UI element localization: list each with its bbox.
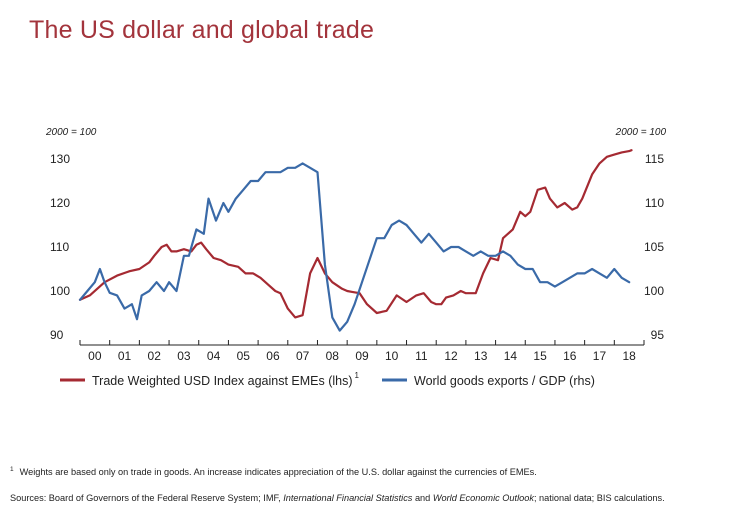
y-left-tick-label: 90 (50, 328, 64, 342)
x-tick-label: 13 (474, 349, 488, 363)
right-axis-unit: 2000 = 100 (615, 127, 667, 138)
x-tick-label: 07 (296, 349, 310, 363)
x-tick-label: 04 (207, 349, 221, 363)
x-tick-label: 16 (563, 349, 577, 363)
series-line-usd-index (78, 149, 633, 319)
y-right-tick-label: 115 (645, 152, 664, 166)
x-tick-label: 10 (385, 349, 399, 363)
x-tick-label: 11 (415, 349, 428, 363)
x-tick-label: 12 (444, 349, 458, 363)
sources-text-1: Sources: Board of Governors of the Feder… (10, 493, 284, 503)
legend-superscript: 1 (355, 371, 360, 380)
x-tick-label: 01 (118, 349, 132, 363)
x-tick-label: 17 (593, 349, 607, 363)
series-line-exports-gdp (78, 162, 631, 332)
x-tick-label: 18 (622, 349, 636, 363)
x-tick-label: 14 (504, 349, 518, 363)
y-right-tick-label: 105 (644, 240, 664, 254)
x-axis: 00 01 02 03 04 05 06 07 08 09 10 11 12 13 14 15 16 17 18 (79, 340, 645, 363)
left-axis-unit: 2000 = 100 (45, 127, 97, 138)
sources-text-2: and (412, 493, 433, 503)
x-tick-label: 15 (533, 349, 547, 363)
x-tick-label: 00 (88, 349, 102, 363)
x-tick-label: 06 (266, 349, 280, 363)
legend-label: World goods exports / GDP (rhs) (414, 374, 595, 388)
y-axis-left: 90 100 110 120 130 (50, 152, 70, 342)
x-tick-label: 08 (326, 349, 340, 363)
y-left-tick-label: 130 (50, 152, 70, 166)
sources-note: Sources: Board of Governors of the Feder… (10, 493, 665, 503)
footnote-text: Weights are based only on trade in goods… (19, 467, 537, 477)
footnote: 1 Weights are based only on trade in good… (10, 466, 537, 477)
y-axis-right: 95 100 105 110 115 (644, 152, 664, 342)
y-left-tick-label: 110 (50, 240, 69, 254)
chart-title: The US dollar and global trade (29, 16, 375, 44)
sources-italic-1: International Financial Statistics (283, 493, 413, 503)
y-right-tick-label: 110 (645, 196, 664, 210)
y-left-tick-label: 100 (50, 284, 70, 298)
series-group (78, 149, 633, 332)
x-tick-label: 02 (148, 349, 162, 363)
x-tick-label: 03 (177, 349, 191, 363)
x-tick-label: 09 (355, 349, 369, 363)
legend: Trade Weighted USD Index against EMEs (l… (60, 371, 595, 388)
sources-text-3: ; national data; BIS calculations. (533, 493, 665, 503)
footnote-marker: 1 (10, 466, 14, 473)
x-tick-label: 05 (237, 349, 251, 363)
sources-italic-2: World Economic Outlook (432, 493, 534, 503)
chart-panel: 90 100 110 120 130 95 100 105 110 115 2000 = 100… (40, 122, 690, 402)
legend-label: Trade Weighted USD Index against EMEs (l… (92, 374, 353, 388)
y-left-tick-label: 120 (50, 196, 70, 210)
y-right-tick-label: 95 (651, 328, 665, 342)
y-right-tick-label: 100 (644, 284, 664, 298)
